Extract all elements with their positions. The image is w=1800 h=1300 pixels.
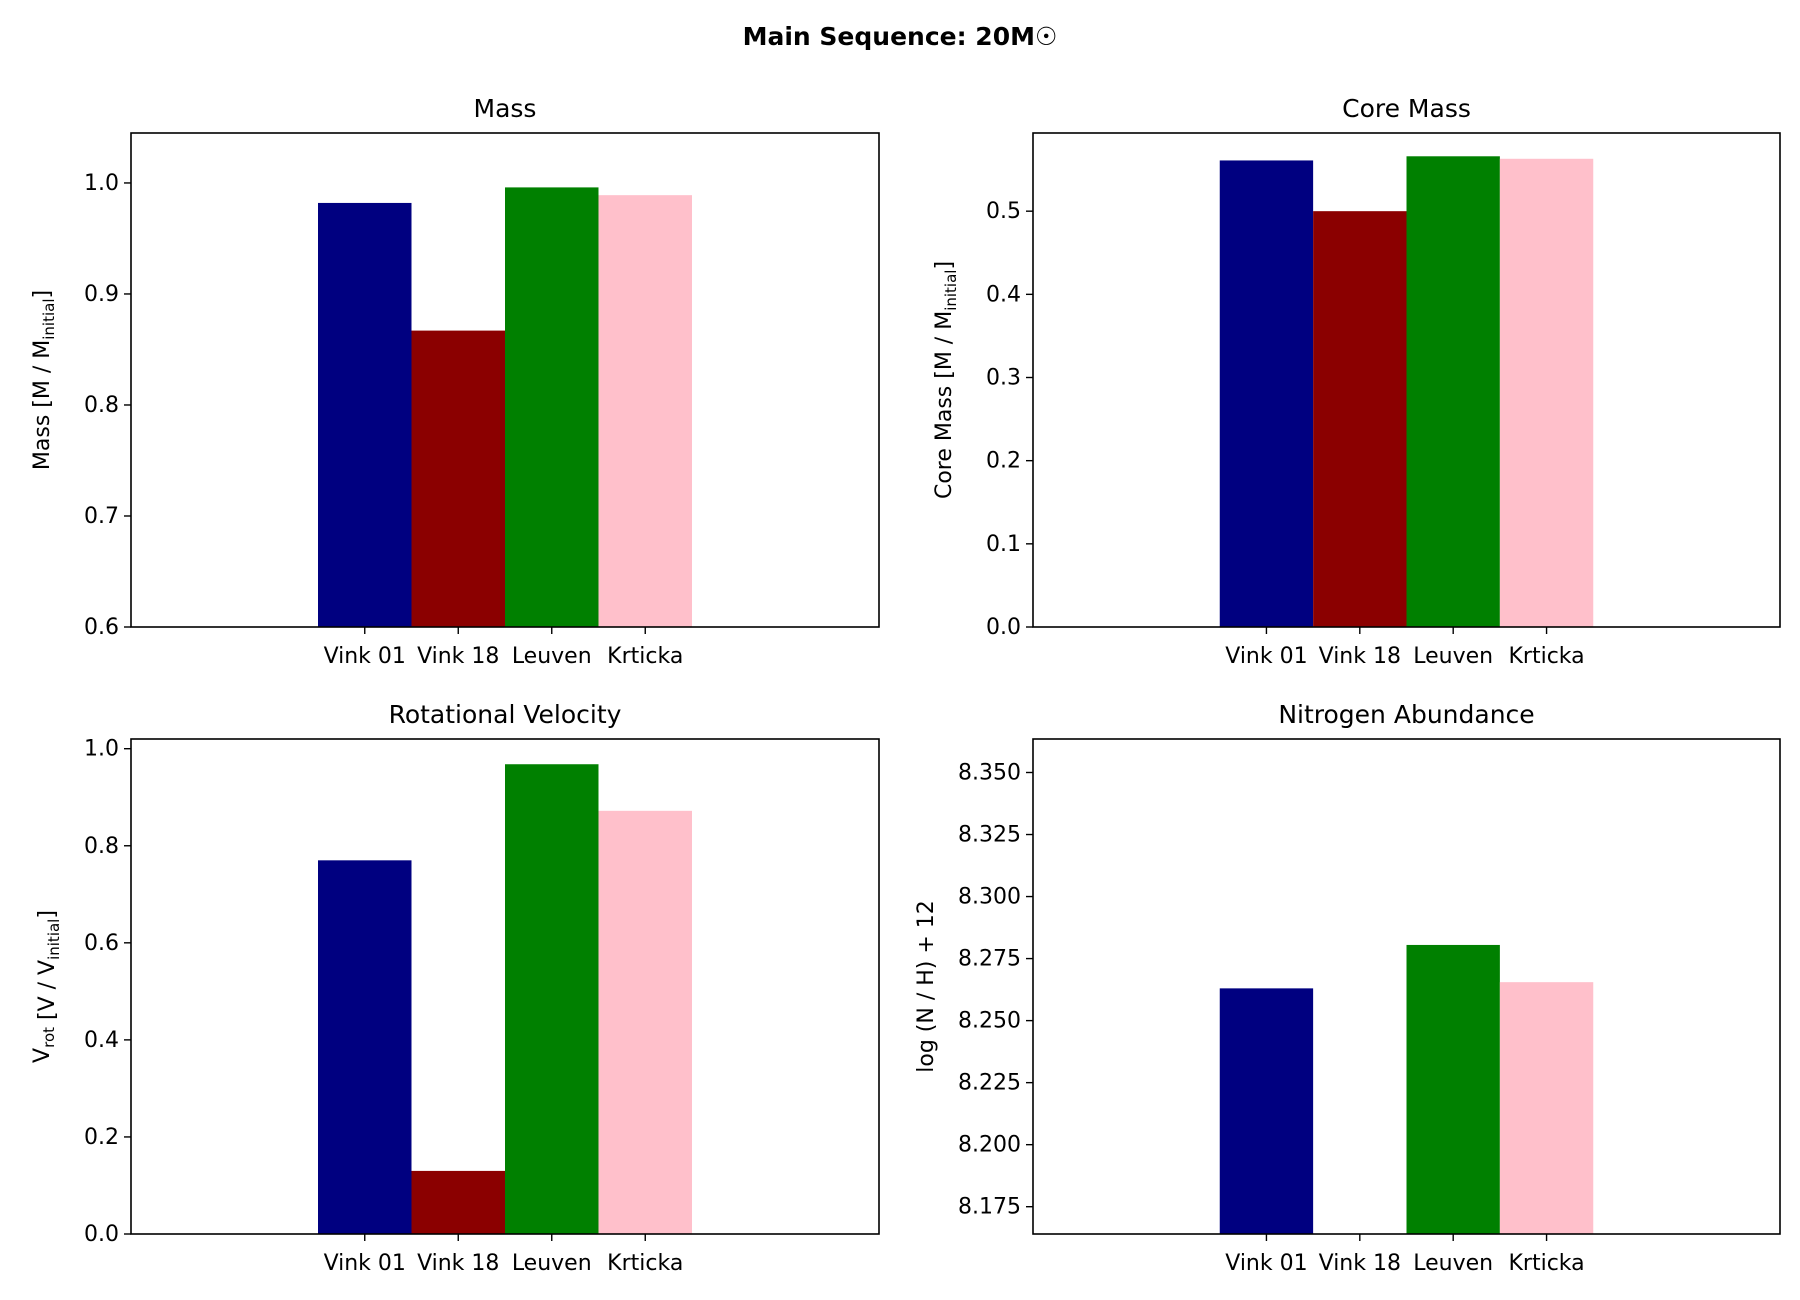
plot-frame — [1032, 738, 1781, 1235]
chart-panel-4: 8.175 8.200 8.225 8.250 8.275 8.300 8.325 8.350… — [914, 700, 1781, 1276]
y-axis-label: Mass [M / Minitial] — [30, 290, 58, 470]
chart-panel-2: 0.0 0.1 0.2 0.3 0.4 0.5 Vink 01 Vink 18 Leuven Kr… — [932, 94, 1781, 669]
y-tick-label: 1.0 — [84, 171, 119, 196]
bar-vink-01 — [318, 202, 412, 627]
y-tick-label: 8.250 — [958, 1009, 1021, 1034]
bar-leuven — [1406, 944, 1500, 1234]
y-axis-label: log (N / H) + 12 — [914, 900, 939, 1073]
y-axis-label-subscript: initial — [942, 270, 960, 311]
bar-vink-01 — [318, 860, 412, 1234]
y-axis-label-part: log (N / H) + 12 — [914, 900, 939, 1073]
x-tick-label: Vink 18 — [1319, 1251, 1401, 1276]
y-tick-label: 0.4 — [84, 1028, 119, 1053]
figure-title: Main Sequence: 20M☉ — [742, 22, 1058, 51]
bar-krticka — [1499, 982, 1594, 1234]
panel-title: Core Mass — [1342, 94, 1471, 123]
bar-vink-18 — [411, 1170, 505, 1234]
x-tick-label: Vink 18 — [417, 1251, 499, 1276]
x-tick-label: Vink 18 — [1319, 644, 1401, 669]
y-tick-label: 0.0 — [986, 615, 1021, 640]
y-tick-label: 0.2 — [986, 449, 1021, 474]
y-tick-label: 8.275 — [958, 947, 1021, 972]
bar-vink-01 — [1219, 988, 1314, 1234]
y-axis-label-part: ] — [30, 290, 55, 299]
y-tick-label: 0.1 — [986, 532, 1021, 557]
x-tick-label: Vink 18 — [417, 644, 499, 669]
y-axis-label-subscript: rot — [40, 1027, 58, 1048]
y-axis-label-part: ] — [932, 261, 957, 270]
panel-title: Rotational Velocity — [389, 700, 622, 729]
x-tick-label: Vink 01 — [1225, 644, 1307, 669]
x-tick-label: Krticka — [1508, 1251, 1584, 1276]
chart-panel-3: 0.0 0.2 0.4 0.6 0.8 1.0 Vink 01 Vink 18 Leuven Kr… — [30, 700, 880, 1276]
y-axis-label-part: Core Mass [M / M — [932, 311, 957, 499]
y-tick-label: 0.8 — [84, 393, 119, 418]
y-tick-label: 0.0 — [84, 1222, 119, 1247]
bar-krticka — [1499, 158, 1594, 628]
y-tick-label: 0.6 — [84, 931, 119, 956]
y-axis-label-subscript: initial — [45, 919, 63, 960]
panel-title: Nitrogen Abundance — [1278, 700, 1534, 729]
y-tick-label: 0.7 — [84, 504, 119, 529]
y-tick-label: 0.2 — [84, 1125, 119, 1150]
x-tick-label: Leuven — [512, 1251, 592, 1276]
plot-frame — [1032, 132, 1781, 628]
bar-leuven — [505, 764, 599, 1234]
y-tick-label: 0.3 — [986, 366, 1021, 391]
bar-vink-18 — [1313, 211, 1407, 627]
y-tick-label: 8.350 — [958, 760, 1021, 785]
y-tick-label: 8.175 — [958, 1195, 1021, 1220]
plot-frame — [130, 132, 880, 628]
bar-krticka — [598, 195, 692, 627]
y-axis-label: Vrot [V / Vinitial] — [30, 910, 63, 1063]
y-axis-label: Core Mass [M / Minitial] — [932, 261, 960, 499]
x-tick-label: Krticka — [607, 644, 683, 669]
y-tick-label: 8.200 — [958, 1133, 1021, 1158]
x-tick-label: Leuven — [1413, 1251, 1493, 1276]
bar-leuven — [505, 187, 599, 627]
bar-vink-01 — [1219, 160, 1314, 627]
y-tick-label: 8.325 — [958, 823, 1021, 848]
chart-panel-1: 0.6 0.7 0.8 0.9 1.0 Vink 01 Vink 18 Leuven Krtic… — [30, 94, 880, 669]
y-tick-label: 0.9 — [84, 282, 119, 307]
y-axis-label-subscript: initial — [40, 299, 58, 340]
y-tick-label: 0.5 — [986, 199, 1021, 224]
x-tick-label: Vink 01 — [324, 1251, 406, 1276]
y-axis-label-part: Mass [M / M — [30, 340, 55, 470]
y-tick-label: 1.0 — [84, 737, 119, 762]
panel-title: Mass — [474, 94, 537, 123]
y-axis-label-part: V — [30, 1048, 55, 1063]
y-tick-label: 0.6 — [84, 615, 119, 640]
x-tick-label: Leuven — [1413, 644, 1493, 669]
y-tick-label: 0.8 — [84, 834, 119, 859]
x-tick-label: Vink 01 — [324, 644, 406, 669]
bar-vink-18 — [411, 330, 505, 627]
y-tick-label: 0.4 — [986, 282, 1021, 307]
x-tick-label: Krticka — [1508, 644, 1584, 669]
bar-leuven — [1406, 156, 1500, 627]
y-axis-label-part: ] — [35, 910, 60, 919]
bar-krticka — [598, 810, 692, 1234]
x-tick-label: Leuven — [512, 644, 592, 669]
x-tick-label: Krticka — [607, 1251, 683, 1276]
x-tick-label: Vink 01 — [1225, 1251, 1307, 1276]
plot-frame — [130, 738, 880, 1235]
y-tick-label: 8.225 — [958, 1071, 1021, 1096]
y-axis-label-part: [V / V — [35, 960, 60, 1027]
y-tick-label: 8.300 — [958, 885, 1021, 910]
